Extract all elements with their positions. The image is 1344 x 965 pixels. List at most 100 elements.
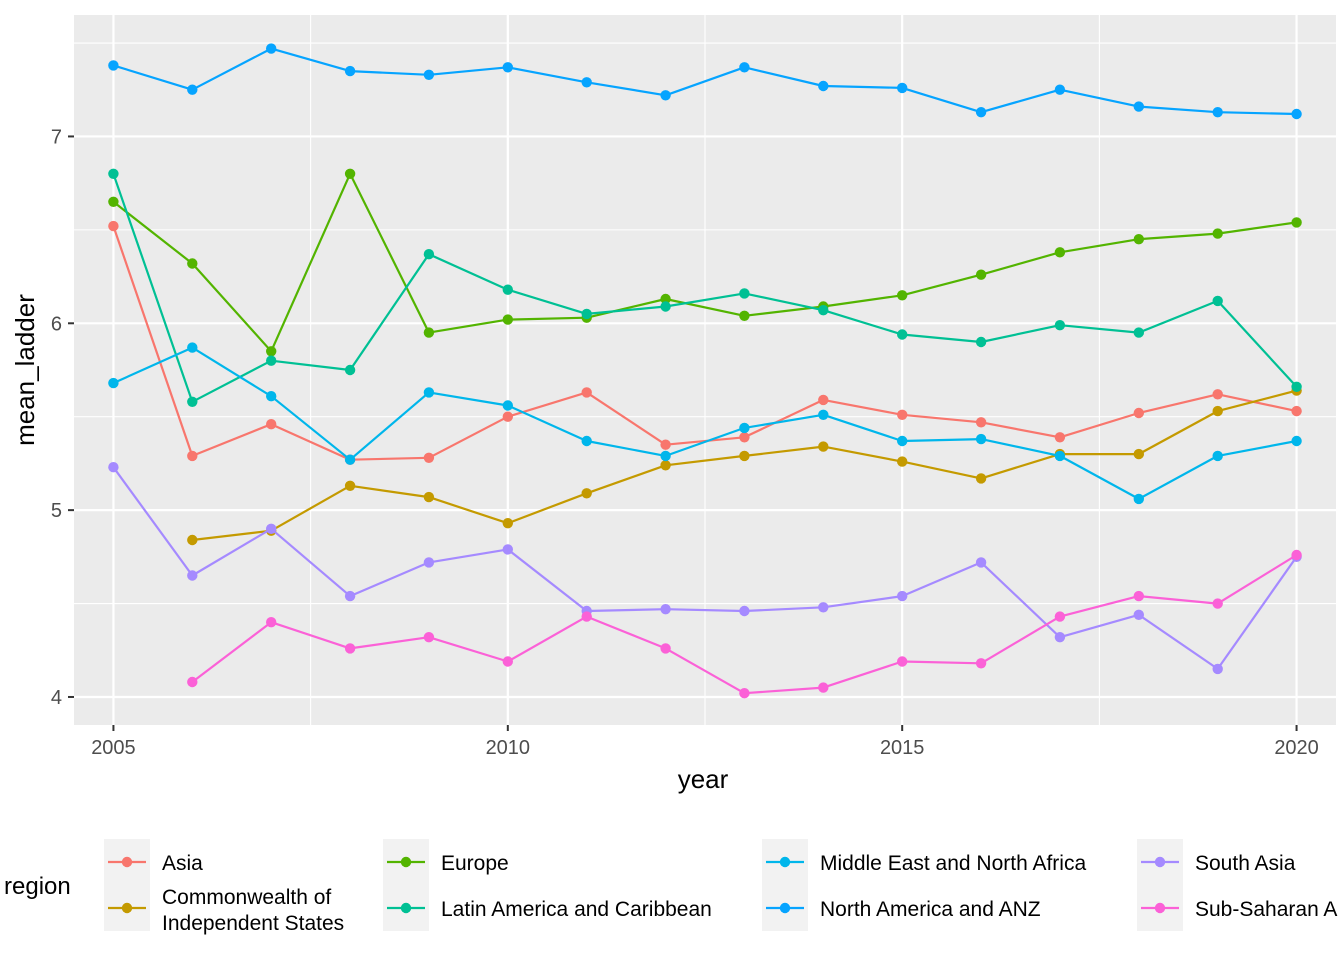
data-point-asia	[187, 450, 198, 462]
data-point-latin-america-and-caribbean	[1133, 327, 1145, 338]
data-point-sub-saharan-africa	[344, 643, 356, 654]
data-point-europe	[1291, 217, 1302, 228]
data-point-europe	[660, 293, 671, 305]
data-point-sub-saharan-africa	[739, 688, 750, 699]
data-point-latin-america-and-caribbean	[1212, 295, 1223, 307]
data-point-europe	[423, 327, 435, 338]
y-axis-title: mean_ladder	[10, 294, 40, 446]
legend-item-north-america-and-anz: North America and ANZ	[762, 885, 1041, 931]
data-point-asia	[660, 439, 671, 450]
x-tick-label: 2010	[486, 737, 531, 759]
legend-label: Latin America and Caribbean	[441, 898, 712, 921]
data-point-commonwealth-of-independent-states	[502, 518, 513, 529]
data-point-sub-saharan-africa	[1212, 598, 1223, 609]
legend-label: Sub-Saharan A	[1195, 898, 1337, 921]
data-point-north-america-and-anz	[502, 62, 513, 73]
y-axis: 4 5 6 7	[51, 126, 74, 709]
data-point-europe	[187, 258, 198, 269]
data-point-sub-saharan-africa	[1054, 611, 1066, 622]
data-point-north-america-and-anz	[660, 90, 671, 101]
data-point-south-asia	[1212, 663, 1223, 675]
legend-label: Europe	[441, 852, 509, 875]
series-layer	[108, 43, 1302, 699]
data-point-south-asia	[423, 557, 435, 568]
series-sub-saharan-africa	[187, 549, 1302, 699]
data-point-middle-east-and-north-africa	[344, 454, 356, 465]
x-axis: 2005 2010 2015 2020	[91, 725, 1319, 759]
data-point-north-america-and-anz	[581, 77, 592, 88]
data-point-europe	[266, 346, 277, 357]
data-point-commonwealth-of-independent-states	[897, 456, 908, 467]
data-point-asia	[1054, 432, 1066, 443]
data-point-middle-east-and-north-africa	[423, 387, 435, 398]
legend-key-point	[779, 902, 791, 914]
data-point-north-america-and-anz	[108, 60, 119, 71]
data-point-europe	[344, 168, 356, 179]
data-point-latin-america-and-caribbean	[1291, 381, 1302, 392]
data-point-north-america-and-anz	[975, 107, 987, 118]
data-point-asia	[975, 417, 987, 428]
data-point-south-asia	[660, 604, 671, 615]
data-point-middle-east-and-north-africa	[818, 409, 829, 420]
x-tick-label: 2005	[91, 737, 136, 759]
data-point-europe	[975, 269, 987, 280]
data-point-south-asia	[187, 570, 198, 581]
legend-item-commonwealth-of-independent-states: Commonwealth of Independent States	[104, 885, 344, 935]
data-point-commonwealth-of-independent-states	[344, 480, 356, 491]
data-point-sub-saharan-africa	[187, 676, 198, 688]
data-point-north-america-and-anz	[266, 43, 277, 54]
data-point-asia	[1212, 389, 1223, 400]
major-gridlines	[74, 15, 1336, 725]
data-point-sub-saharan-africa	[502, 656, 513, 667]
legend-key-point	[1154, 856, 1166, 868]
data-point-commonwealth-of-independent-states	[1133, 448, 1145, 460]
data-point-north-america-and-anz	[739, 62, 750, 73]
legend-label: South Asia	[1195, 852, 1296, 875]
legend-key-point	[779, 856, 791, 868]
legend-label: Asia	[162, 852, 203, 875]
data-point-middle-east-and-north-africa	[502, 400, 513, 411]
legend-title: region	[4, 873, 71, 900]
legend-item-sub-saharan-africa: Sub-Saharan A	[1137, 885, 1337, 931]
data-point-north-america-and-anz	[897, 82, 908, 94]
data-point-south-asia	[975, 557, 987, 568]
data-point-south-asia	[108, 462, 119, 473]
data-point-middle-east-and-north-africa	[1054, 450, 1066, 462]
data-point-north-america-and-anz	[187, 84, 198, 95]
data-point-latin-america-and-caribbean	[266, 355, 277, 366]
minor-gridlines	[74, 15, 1336, 725]
series-middle-east-and-north-africa	[108, 342, 1302, 505]
y-tick-label: 4	[51, 687, 62, 709]
data-point-commonwealth-of-independent-states	[187, 534, 198, 546]
data-point-middle-east-and-north-africa	[660, 450, 671, 462]
data-point-latin-america-and-caribbean	[897, 329, 908, 340]
legend-label: Independent States	[162, 912, 344, 935]
data-point-commonwealth-of-independent-states	[818, 441, 829, 452]
data-point-latin-america-and-caribbean	[660, 301, 671, 312]
y-tick-label: 5	[51, 500, 62, 522]
data-point-north-america-and-anz	[1133, 101, 1145, 112]
data-point-south-asia	[266, 523, 277, 534]
data-point-asia	[266, 419, 277, 430]
data-point-commonwealth-of-independent-states	[1212, 405, 1223, 417]
data-point-latin-america-and-caribbean	[187, 396, 198, 407]
legend-label: Commonwealth of	[162, 886, 331, 909]
series-latin-america-and-caribbean	[108, 168, 1302, 407]
data-point-asia	[739, 432, 750, 443]
data-point-middle-east-and-north-africa	[739, 422, 750, 434]
series-line-latin-america-and-caribbean	[112, 173, 1298, 403]
data-point-asia	[423, 452, 435, 463]
data-point-latin-america-and-caribbean	[502, 284, 513, 295]
data-point-north-america-and-anz	[344, 65, 356, 77]
data-point-commonwealth-of-independent-states	[660, 460, 671, 471]
data-point-latin-america-and-caribbean	[818, 305, 829, 316]
x-axis-title: year	[678, 764, 729, 794]
series-south-asia	[108, 462, 1302, 675]
data-point-sub-saharan-africa	[423, 632, 435, 643]
data-point-asia	[108, 220, 119, 232]
data-point-middle-east-and-north-africa	[581, 435, 592, 447]
data-point-middle-east-and-north-africa	[1133, 493, 1145, 505]
legend-key-point	[121, 902, 133, 914]
data-point-commonwealth-of-independent-states	[423, 491, 435, 503]
data-point-commonwealth-of-independent-states	[975, 473, 987, 484]
